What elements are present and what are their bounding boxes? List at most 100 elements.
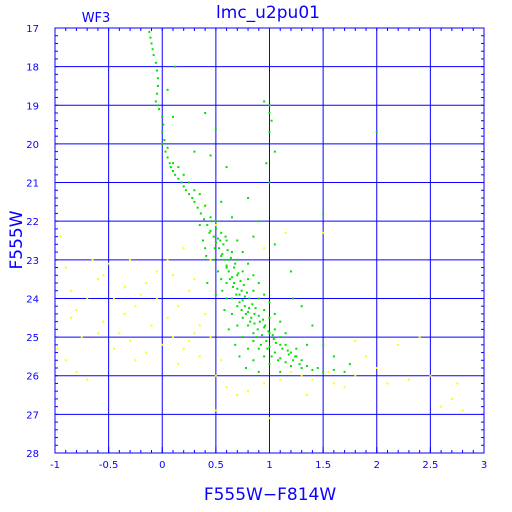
- main-sequence-point: [234, 343, 237, 346]
- main-sequence-point: [223, 258, 226, 261]
- main-sequence-point: [221, 289, 224, 292]
- field-star-point: [327, 370, 330, 373]
- main-sequence-point: [240, 309, 243, 312]
- main-sequence-point: [225, 239, 228, 242]
- x-tick-label: 0: [159, 460, 165, 471]
- field-star-point: [123, 285, 126, 288]
- main-sequence-point: [284, 332, 287, 335]
- main-sequence-point: [252, 339, 255, 342]
- main-sequence-point: [322, 343, 325, 346]
- main-sequence-point: [236, 324, 239, 327]
- main-sequence-point: [196, 206, 199, 209]
- y-tick-label: 24: [26, 294, 39, 305]
- main-sequence-point: [252, 289, 255, 292]
- field-star-point: [188, 289, 191, 292]
- field-star-point: [155, 270, 158, 273]
- main-sequence-point: [292, 297, 295, 300]
- main-sequence-point: [149, 36, 152, 39]
- main-sequence-point: [248, 307, 251, 310]
- main-sequence-point: [348, 363, 351, 366]
- field-star-point: [56, 347, 59, 350]
- y-tick-label: 21: [26, 179, 39, 190]
- main-sequence-point: [182, 173, 185, 176]
- main-sequence-point: [252, 235, 255, 238]
- field-star-point: [64, 266, 67, 269]
- main-sequence-point: [239, 280, 242, 283]
- field-star-point: [456, 382, 459, 385]
- field-star-point: [209, 336, 212, 339]
- main-sequence-point: [164, 150, 167, 153]
- main-sequence-point: [174, 65, 177, 68]
- field-star-point: [397, 343, 400, 346]
- field-star-point: [177, 305, 180, 308]
- main-sequence-point: [273, 150, 276, 153]
- main-sequence-point: [224, 235, 227, 238]
- main-sequence-point: [281, 347, 284, 350]
- main-sequence-point: [254, 307, 257, 310]
- main-sequence-point: [198, 224, 201, 227]
- field-star-point: [418, 336, 421, 339]
- main-sequence-point: [249, 320, 252, 323]
- field-star-point: [268, 417, 271, 420]
- main-sequence-point: [258, 320, 261, 323]
- main-sequence-point: [270, 119, 273, 122]
- main-sequence-point: [263, 355, 266, 358]
- main-sequence-point: [225, 282, 228, 284]
- main-sequence-point: [161, 115, 164, 118]
- main-sequence-point: [268, 112, 271, 114]
- main-sequence-point: [295, 347, 298, 350]
- main-sequence-point: [306, 343, 309, 346]
- x-tick-label: 0.5: [208, 460, 224, 471]
- points-layer: [56, 30, 464, 420]
- main-sequence-point: [204, 112, 207, 114]
- main-sequence-point: [214, 127, 217, 130]
- main-sequence-point: [225, 297, 228, 300]
- main-sequence-point: [220, 254, 223, 257]
- main-sequence-point: [263, 293, 266, 296]
- field-star-point: [263, 382, 266, 385]
- y-tick-label: 23: [26, 256, 39, 267]
- field-star-point: [134, 305, 137, 308]
- main-sequence-point: [203, 218, 206, 221]
- field-star-point: [182, 347, 185, 350]
- main-sequence-point: [227, 270, 230, 273]
- main-sequence-point: [210, 220, 213, 223]
- main-sequence-point: [250, 316, 253, 319]
- main-sequence-point: [228, 278, 231, 281]
- x-axis-label: F555W−F814W: [204, 485, 337, 505]
- main-sequence-point: [236, 258, 239, 261]
- main-sequence-point: [322, 370, 325, 373]
- y-tick-label: 22: [26, 217, 39, 228]
- main-sequence-point: [257, 314, 260, 317]
- field-star-point: [198, 324, 201, 327]
- field-star-point: [188, 339, 191, 342]
- main-sequence-point: [154, 100, 157, 103]
- main-sequence-point: [268, 316, 271, 319]
- main-sequence-point: [266, 347, 269, 350]
- main-sequence-point: [268, 345, 271, 348]
- main-sequence-point: [311, 368, 314, 371]
- main-sequence-point: [230, 297, 233, 300]
- main-sequence-point: [322, 212, 325, 215]
- main-sequence-point: [300, 359, 303, 362]
- field-star-point: [134, 359, 137, 362]
- main-sequence-point: [267, 330, 270, 333]
- main-sequence-point: [295, 355, 298, 358]
- main-sequence-point: [177, 166, 180, 169]
- main-sequence-point: [156, 104, 159, 107]
- field-star-point: [365, 355, 368, 358]
- y-tick-label: 26: [26, 372, 39, 383]
- main-sequence-point: [174, 173, 177, 176]
- main-sequence-point: [188, 181, 191, 184]
- main-sequence-point: [257, 297, 260, 300]
- main-sequence-point: [277, 359, 280, 362]
- main-sequence-point: [292, 359, 295, 362]
- field-star-point: [193, 332, 196, 335]
- field-star-point: [198, 355, 201, 358]
- field-star-point: [300, 374, 303, 377]
- main-sequence-point: [268, 131, 271, 134]
- main-sequence-point: [209, 229, 212, 232]
- main-sequence-point: [265, 339, 268, 342]
- main-sequence-point: [273, 312, 276, 315]
- main-sequence-point: [191, 197, 194, 199]
